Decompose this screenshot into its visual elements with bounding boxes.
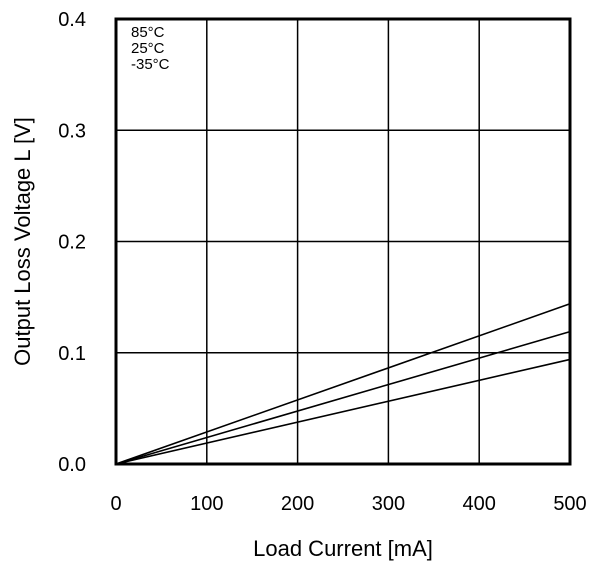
y-tick-label: 0.2 (58, 232, 86, 254)
grid (116, 19, 570, 464)
y-tick-label: 0.4 (58, 9, 86, 31)
series-line (115, 358, 571, 465)
y-tick-label: 0.3 (58, 120, 86, 142)
x-axis-title: Load Current [mA] (253, 536, 433, 561)
x-tick-label: 100 (190, 493, 223, 515)
legend-label: -35°C (131, 56, 170, 73)
legend: 85°C25°C-35°C (131, 24, 170, 73)
y-tick-label: 0.0 (58, 454, 86, 476)
series-group (115, 303, 571, 465)
y-tick-labels: 0.0 0.1 0.2 0.3 0.4 (58, 9, 86, 476)
legend-label: 25°C (131, 40, 165, 57)
y-tick-label: 0.1 (58, 343, 86, 365)
series-line (115, 303, 571, 465)
y-axis-title: Output Loss Voltage L [V] (10, 117, 35, 366)
x-tick-label: 0 (110, 493, 121, 515)
x-tick-label: 400 (463, 493, 496, 515)
series-line (115, 330, 571, 465)
x-tick-labels: 0 100 200 300 400 500 (110, 493, 586, 515)
x-tick-label: 200 (281, 493, 314, 515)
legend-label: 85°C (131, 24, 165, 41)
plot-frame (114, 17, 572, 466)
x-tick-label: 500 (553, 493, 586, 515)
x-tick-label: 300 (372, 493, 405, 515)
